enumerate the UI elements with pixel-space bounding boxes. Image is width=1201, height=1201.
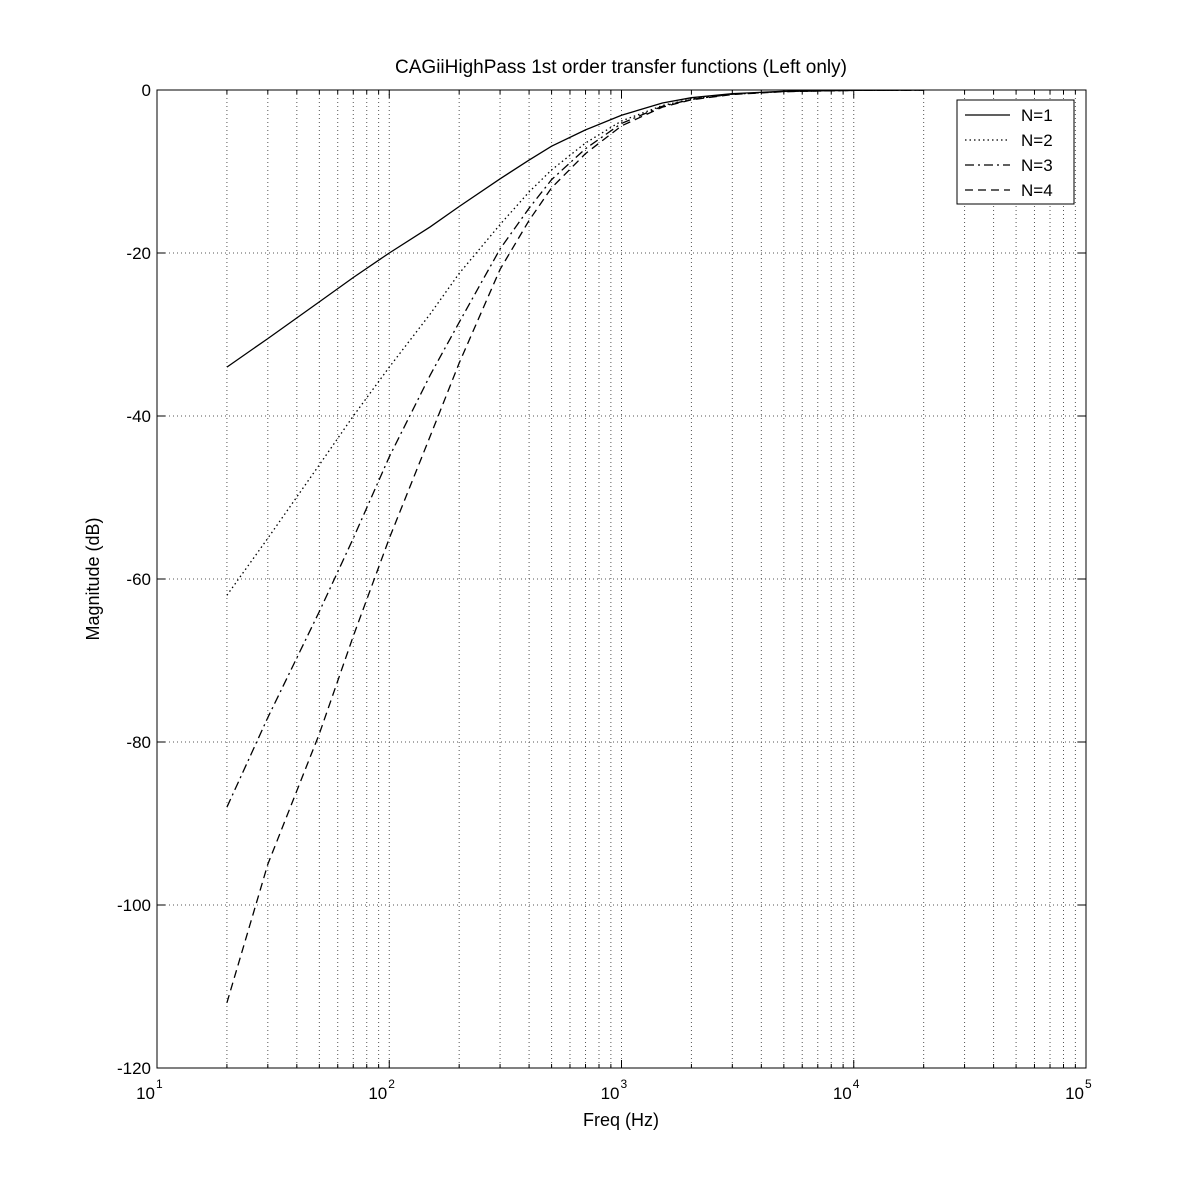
- legend: N=1 N=2 N=3 N=4: [956, 99, 1075, 205]
- y-tick-label: -80: [126, 733, 151, 752]
- series-line-4: [226, 89, 924, 1003]
- axis-ticks: [156, 89, 1087, 1069]
- x-tick-base: 10: [601, 1084, 620, 1103]
- y-tick-label: -100: [117, 896, 151, 915]
- x-tick-label: 10 4: [833, 1077, 860, 1103]
- y-tick-label: -120: [117, 1059, 151, 1078]
- grid-lines: [157, 90, 1086, 1068]
- y-axis-label: Magnitude (dB): [83, 517, 103, 640]
- x-tick-base: 10: [368, 1084, 387, 1103]
- legend-label-3: N=3: [1021, 156, 1053, 175]
- x-tick-label: 10 3: [601, 1077, 628, 1103]
- x-tick-label: 10 2: [368, 1077, 395, 1103]
- y-tick-label: 0: [142, 81, 151, 100]
- x-tick-base: 10: [833, 1084, 852, 1103]
- x-tick-exponent: 2: [388, 1077, 395, 1091]
- x-tick-base: 10: [1065, 1084, 1084, 1103]
- x-tick-base: 10: [136, 1084, 155, 1103]
- x-axis-label: Freq (Hz): [583, 1110, 659, 1130]
- x-tick-labels: 10 1 10 2 10 3 10 4 10 5: [136, 1077, 1092, 1103]
- x-tick-exponent: 3: [621, 1077, 628, 1091]
- y-tick-labels: 0 -20 -40 -60 -80 -100 -120: [117, 81, 151, 1078]
- series-lines: [226, 89, 924, 1003]
- y-tick-label: -20: [126, 244, 151, 263]
- series-line-3: [226, 89, 924, 808]
- x-tick-label: 10 1: [136, 1077, 163, 1103]
- x-tick-exponent: 4: [853, 1077, 860, 1091]
- x-tick-exponent: 1: [156, 1077, 163, 1091]
- y-tick-label: -60: [126, 570, 151, 589]
- chart-title: CAGiiHighPass 1st order transfer functio…: [395, 57, 847, 78]
- legend-label-1: N=1: [1021, 106, 1053, 125]
- x-tick-exponent: 5: [1085, 1077, 1092, 1091]
- series-line-1: [226, 89, 924, 368]
- y-tick-label: -40: [126, 407, 151, 426]
- x-tick-label: 10 5: [1065, 1077, 1092, 1103]
- legend-label-4: N=4: [1021, 181, 1053, 200]
- legend-label-2: N=2: [1021, 131, 1053, 150]
- legend-box: [956, 99, 1075, 205]
